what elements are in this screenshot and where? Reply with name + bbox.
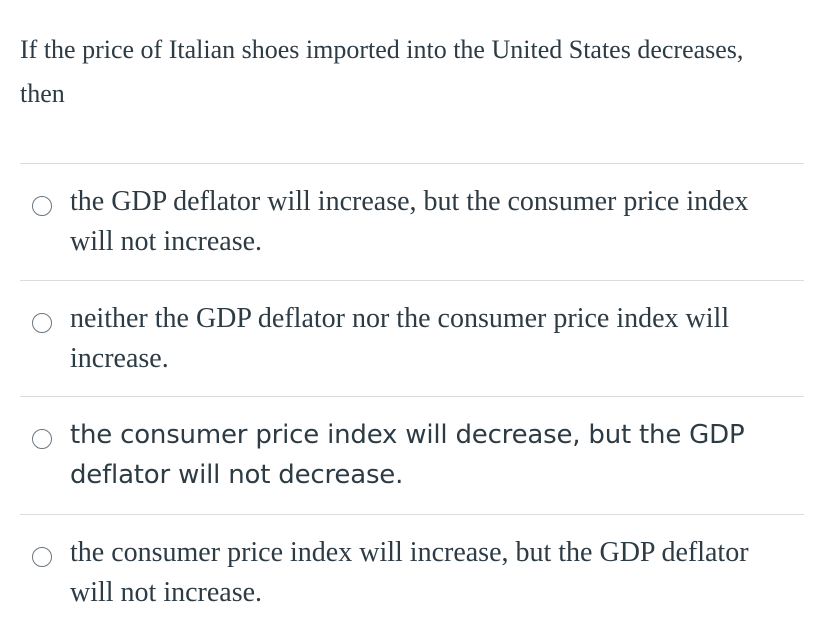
answer-option-3[interactable]: the consumer price index will decrease, … [20,396,804,514]
radio-button-4[interactable] [32,547,52,567]
answer-label-2[interactable]: neither the GDP deflator nor the consume… [70,303,730,374]
answer-option-1[interactable]: the GDP deflator will increase, but the … [20,163,804,280]
answer-option-4[interactable]: the consumer price index will increase, … [20,514,804,631]
radio-button-1[interactable] [32,196,52,216]
answer-label-1[interactable]: the GDP deflator will increase, but the … [70,186,749,257]
answer-label-4[interactable]: the consumer price index will increase, … [70,537,749,608]
radio-button-2[interactable] [32,313,52,333]
answer-list: the GDP deflator will increase, but the … [20,163,804,631]
radio-button-3[interactable] [32,429,52,449]
answer-label-3[interactable]: the consumer price index will decrease, … [70,420,745,490]
answer-option-2[interactable]: neither the GDP deflator nor the consume… [20,280,804,396]
question-text: If the price of Italian shoes imported i… [20,35,744,108]
